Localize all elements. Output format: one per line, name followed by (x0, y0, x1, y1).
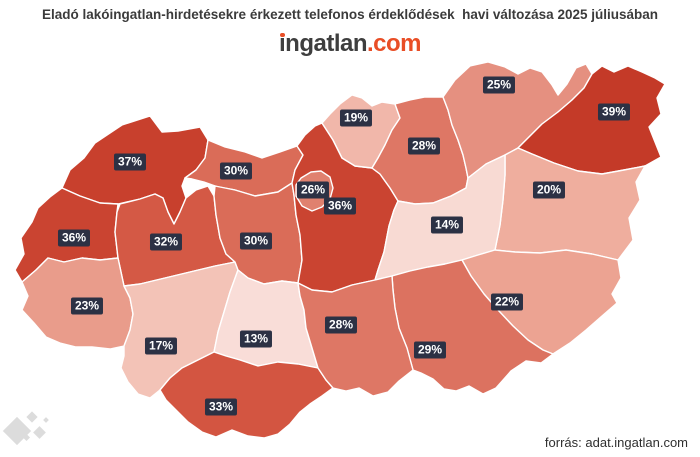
value-label-csongrad: 29% (413, 341, 447, 359)
logo-letters: ngatlan (285, 30, 367, 57)
source-credit: forrás: adat.ingatlan.com (544, 435, 688, 450)
watermark-square (43, 417, 49, 423)
value-label-nograd: 19% (339, 109, 373, 127)
page-title: Eladó lakóingatlan-hirdetésekre érkezett… (42, 7, 658, 22)
value-label-budapest: 26% (296, 181, 330, 199)
watermark-square (22, 433, 31, 442)
value-label-hajdu: 20% (532, 181, 566, 199)
value-label-heves: 28% (407, 137, 441, 155)
logo-ingatlan: ıngatlan (278, 30, 368, 57)
value-label-baranya: 33% (204, 398, 238, 416)
value-label-tolna: 13% (239, 330, 273, 348)
logo-com: .com (367, 30, 422, 57)
watermark-square (33, 426, 46, 439)
region-baranya (159, 351, 334, 439)
value-label-bacs-kiskun: 28% (324, 316, 358, 334)
logo: ıngatlan.com (0, 30, 700, 58)
value-label-pest: 36% (323, 197, 357, 215)
logo-letter-i: ı (278, 30, 286, 57)
value-label-bekes: 22% (490, 293, 524, 311)
value-label-vas: 36% (57, 229, 91, 247)
value-label-jasz: 14% (430, 216, 464, 234)
watermark-square (2, 416, 32, 446)
value-label-borsod: 25% (482, 76, 516, 94)
value-label-komarom-esztergom: 30% (219, 162, 253, 180)
value-label-veszprem: 32% (149, 233, 183, 251)
region-bacs-kiskun (297, 275, 414, 397)
watermark-square (26, 411, 38, 423)
value-label-fejer: 30% (239, 232, 273, 250)
value-label-somogy: 17% (144, 337, 178, 355)
value-label-zala: 23% (70, 297, 104, 315)
value-label-szabolcs: 39% (597, 103, 631, 121)
watermark-icon (0, 397, 60, 457)
value-label-gyor-moson-sopron: 37% (113, 153, 147, 171)
